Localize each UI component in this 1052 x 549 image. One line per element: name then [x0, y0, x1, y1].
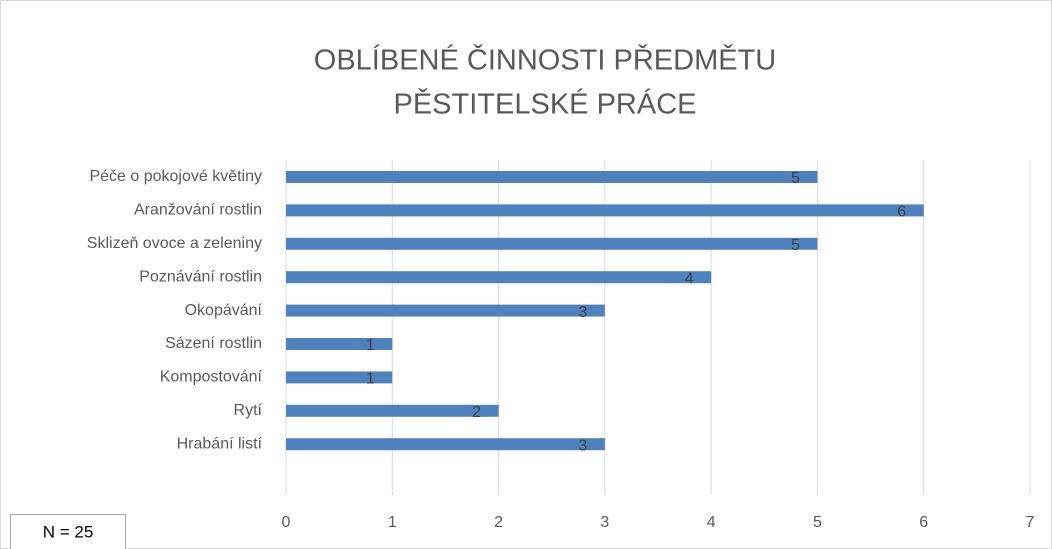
y-tick-label: Sklizeň ovoce a zeleniny [87, 235, 262, 252]
y-tick-label: Aranžování rostlin [134, 202, 262, 219]
data-label: 3 [578, 437, 587, 454]
y-tick-label: Kompostování [160, 369, 263, 386]
x-tick-label: 4 [707, 514, 716, 531]
x-tick-label: 6 [919, 514, 928, 531]
x-tick-label: 2 [494, 514, 503, 531]
y-tick-label: Poznávání rostlin [139, 268, 262, 285]
y-tick-label: Hrabání listí [177, 435, 263, 452]
x-tick-label: 3 [600, 514, 609, 531]
chart-title: PĚSTITELSKÉ PRÁCE [394, 88, 697, 121]
bar [286, 237, 818, 250]
data-label: 4 [685, 270, 694, 287]
data-label: 5 [791, 170, 800, 187]
data-label: 6 [897, 204, 906, 221]
bar [286, 271, 712, 284]
x-tick-label: 5 [813, 514, 822, 531]
annotation: N = 25 [43, 522, 94, 541]
bar [286, 204, 924, 217]
bar [286, 371, 393, 384]
data-label: 3 [578, 304, 587, 321]
annotation-box [10, 514, 126, 549]
bar [286, 438, 605, 451]
y-tick-label: Okopávání [185, 302, 263, 319]
data-label: 1 [366, 337, 375, 354]
chart-title: OBLÍBENÉ ČINNOSTI PŘEDMĚTU [314, 43, 776, 77]
bar [286, 338, 393, 350]
bar [286, 404, 499, 417]
bar [286, 171, 818, 183]
y-tick-label: Sázení rostlin [165, 335, 262, 352]
y-tick-label: Rytí [234, 402, 263, 419]
data-label: 1 [366, 371, 375, 388]
x-tick-label: 0 [282, 514, 291, 531]
data-label: 2 [472, 404, 481, 421]
x-tick-label: 1 [388, 514, 397, 531]
bar [286, 304, 605, 317]
data-label: 5 [791, 237, 800, 254]
y-tick-label: Péče o pokojové květiny [89, 168, 262, 185]
x-tick-label: 7 [1026, 514, 1035, 531]
